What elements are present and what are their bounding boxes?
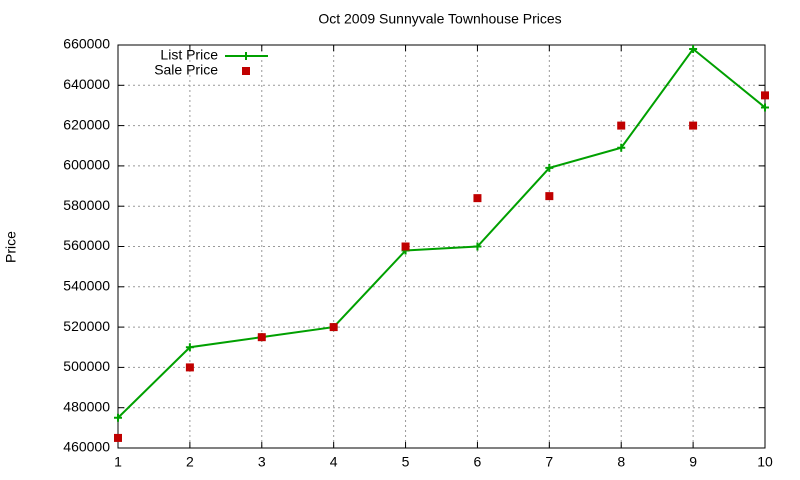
point <box>545 163 554 172</box>
x-tick-label: 2 <box>186 454 194 470</box>
point <box>545 192 554 201</box>
data-line <box>117 47 766 419</box>
x-tick-label: 4 <box>330 454 338 470</box>
point <box>761 91 769 100</box>
point <box>114 433 122 442</box>
point <box>473 242 482 251</box>
point <box>689 121 698 130</box>
legend-label: List Price <box>160 47 218 63</box>
y-tick-label: 600000 <box>63 157 110 173</box>
y-tick-label: 460000 <box>63 439 110 455</box>
point <box>329 323 338 332</box>
point <box>473 194 482 203</box>
y-tick-label: 540000 <box>63 278 110 294</box>
y-tick-label: 480000 <box>63 398 110 414</box>
x-tick-label: 6 <box>474 454 482 470</box>
x-tick-label: 9 <box>689 454 697 470</box>
x-tick-label: 8 <box>617 454 625 470</box>
y-tick-label: 520000 <box>63 318 110 334</box>
point <box>185 343 194 352</box>
legend-marker <box>242 67 250 75</box>
point <box>185 363 194 372</box>
y-axis-label: Price <box>3 231 19 263</box>
x-tick-label: 3 <box>258 454 266 470</box>
chart-title: Oct 2009 Sunnyvale Townhouse Prices <box>318 11 561 27</box>
y-tick-label: 580000 <box>63 197 110 213</box>
y-tick-label: 640000 <box>63 76 110 92</box>
y-tick-label: 500000 <box>63 358 110 374</box>
y-tick-label: 620000 <box>63 116 110 132</box>
point <box>689 45 698 54</box>
plot-frame <box>117 44 766 449</box>
point <box>617 143 626 152</box>
legend-label: Sale Price <box>154 62 218 78</box>
y-tick-label: 660000 <box>63 36 110 52</box>
x-tick-label: 10 <box>757 454 773 470</box>
point <box>114 413 122 422</box>
x-tick-label: 5 <box>402 454 410 470</box>
point <box>761 103 769 112</box>
point <box>617 121 626 130</box>
point <box>401 242 410 251</box>
x-tick-label: 1 <box>114 454 122 470</box>
legend-marker <box>242 52 250 60</box>
x-tick-label: 7 <box>545 454 553 470</box>
y-tick-label: 560000 <box>63 237 110 253</box>
point <box>257 333 266 342</box>
